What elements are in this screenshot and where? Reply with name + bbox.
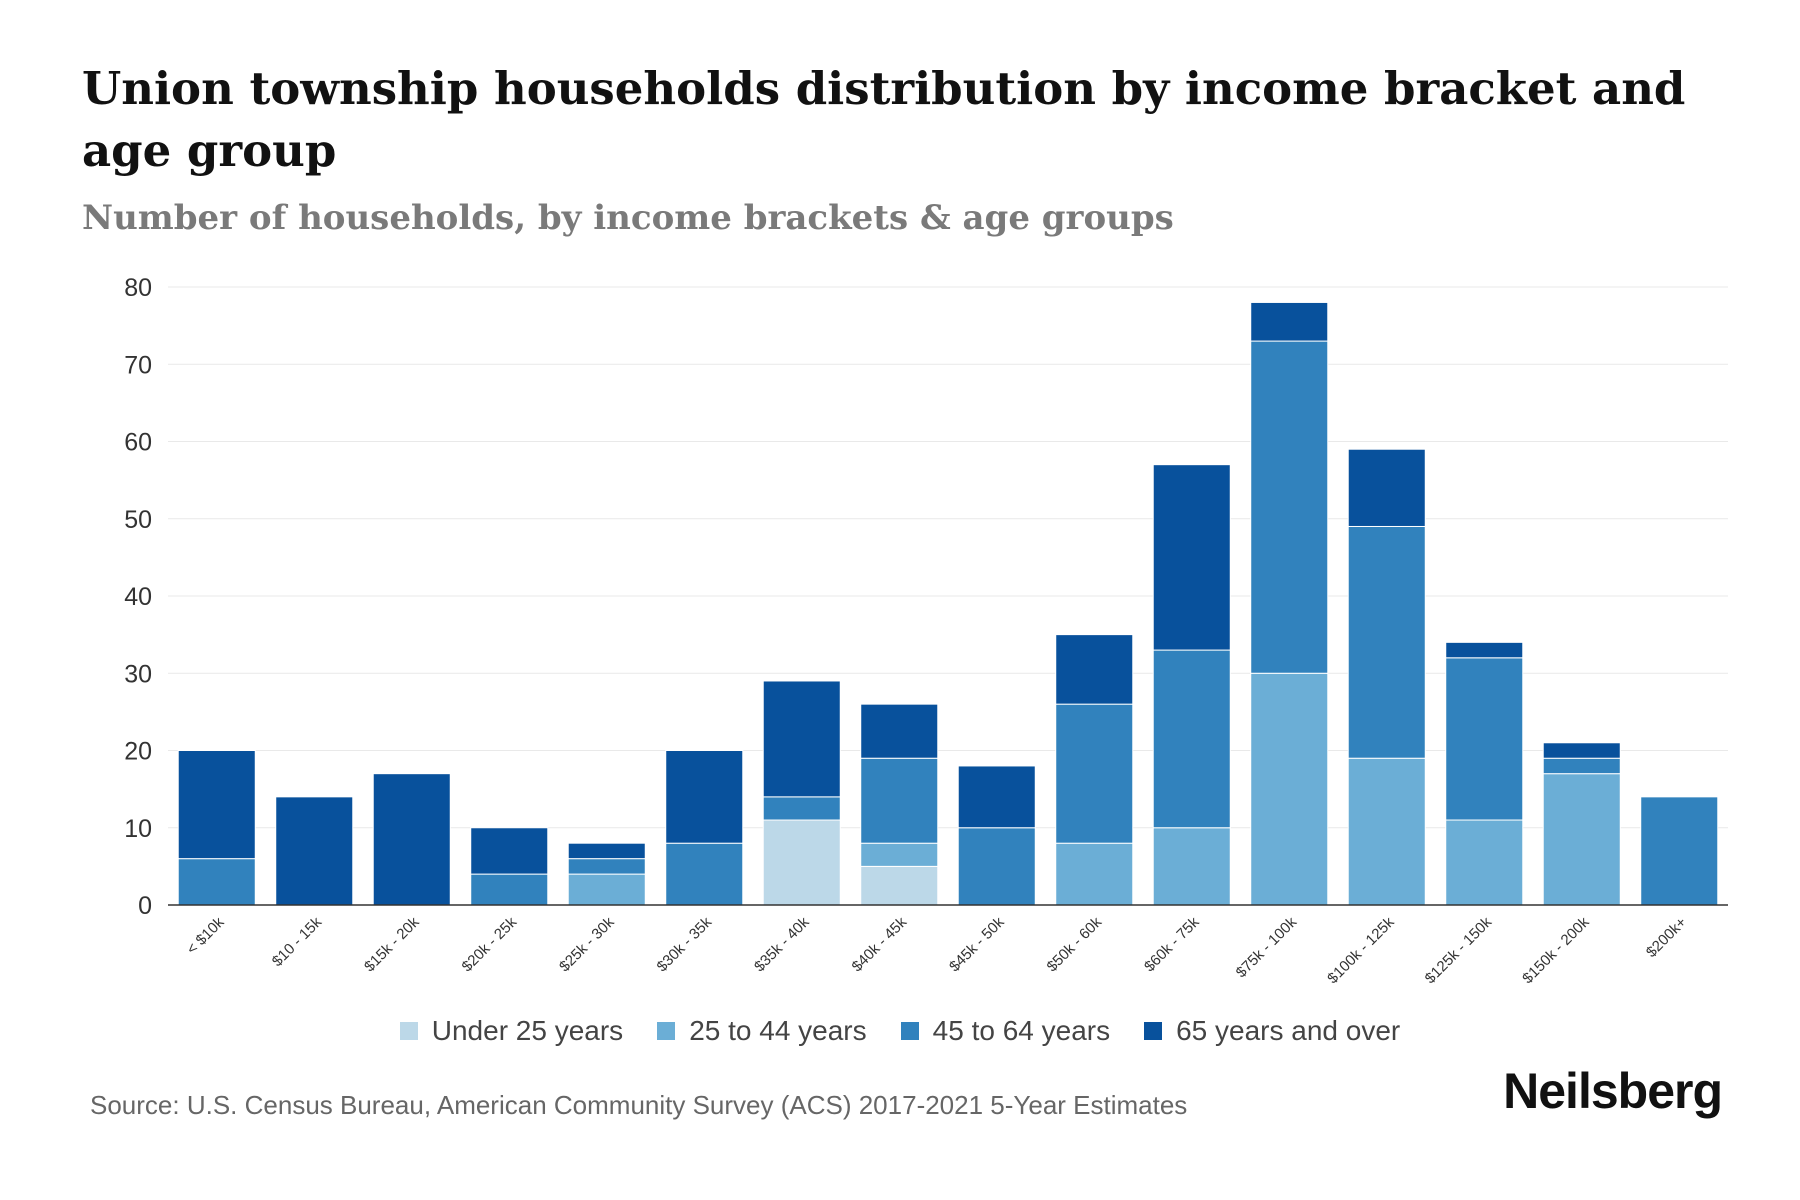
legend-label: 25 to 44 years [689, 1015, 867, 1046]
y-tick-label: 0 [138, 892, 152, 920]
bar-segment [1055, 634, 1134, 705]
bar-segment [1152, 827, 1231, 906]
bar-segment [1055, 842, 1134, 906]
legend-label: 65 years and over [1176, 1015, 1401, 1046]
bar-segment [860, 842, 939, 867]
x-category-label: $15k - 20k [361, 913, 423, 975]
bar-segment [177, 858, 256, 906]
bar-segment [665, 842, 744, 906]
bar-segment [1542, 757, 1621, 775]
chart-title: Union township households distribution b… [82, 62, 1686, 177]
x-category-label: $50k - 60k [1044, 913, 1106, 975]
bar-segment [1152, 649, 1231, 829]
bar-segment [1347, 448, 1426, 527]
y-tick-label: 80 [124, 274, 152, 302]
legend-swatch [900, 1022, 919, 1040]
legend-swatch [657, 1022, 676, 1040]
bar-segment [957, 827, 1036, 906]
bar-segment [860, 703, 939, 759]
stacked-bar-chart: 0 10 20 30 40 50 60 70 80 < $10k $10 - 15k $15k - 2… [124, 274, 1728, 987]
x-category-label: $45k - 50k [946, 913, 1008, 975]
x-category-label: $150k - 200k [1519, 913, 1593, 987]
bar-segment [372, 773, 451, 906]
y-tick-label: 40 [124, 583, 152, 611]
bar-segment [1445, 657, 1524, 821]
legend-label: 45 to 64 years [932, 1015, 1111, 1046]
x-category-label: $25k - 30k [556, 913, 618, 975]
bar-segment [1542, 742, 1621, 759]
bar-segment [567, 858, 646, 875]
x-category-label: $75k - 100k [1233, 913, 1301, 981]
legend-swatch [399, 1022, 418, 1040]
bar-segment [762, 819, 841, 906]
y-tick-label: 30 [124, 660, 152, 688]
y-tick-label: 50 [124, 506, 152, 534]
bar-segment [470, 827, 549, 875]
chart-legend: Under 25 years 25 to 44 years 45 to 64 yea… [0, 1015, 1800, 1047]
legend-item: Under 25 years [399, 1015, 624, 1047]
legend-item: 65 years and over [1144, 1015, 1400, 1047]
x-category-label: $30k - 35k [654, 913, 716, 975]
x-category-label: $20k - 25k [459, 913, 521, 975]
legend-item: 45 to 64 years [900, 1015, 1111, 1047]
legend-swatch [1144, 1022, 1163, 1040]
bar-segment [1250, 301, 1329, 342]
brand-logo: Neilsberg [1503, 1063, 1723, 1119]
chart-subtitle: Number of households, by income brackets… [82, 198, 1174, 238]
bar-segment [1542, 773, 1621, 906]
legend-label: Under 25 years [431, 1015, 624, 1046]
x-category-label: < $10k [183, 913, 228, 958]
bar-segment [567, 842, 646, 860]
x-category-label: $35k - 40k [751, 913, 813, 975]
x-category-label: $125k - 150k [1422, 913, 1496, 987]
bar-segment [860, 757, 939, 844]
y-tick-label: 10 [124, 815, 152, 843]
bar-segment [567, 873, 646, 906]
bar-segment [762, 796, 841, 821]
bar-segment [1250, 672, 1329, 906]
bar-segment [1640, 796, 1719, 906]
bar-segment [665, 750, 744, 844]
bar-segment [957, 765, 1036, 829]
bar-segment [762, 680, 841, 798]
bar-segment [860, 865, 939, 906]
bar-segment [1055, 703, 1134, 844]
bar-segment [1347, 525, 1426, 759]
x-category-label: $60k - 75k [1141, 913, 1203, 975]
legend-item: 25 to 44 years [657, 1015, 867, 1047]
bar-segment [1250, 340, 1329, 674]
y-tick-label: 70 [124, 351, 152, 379]
bar-segment [1152, 464, 1231, 651]
x-category-label: $200k+ [1643, 914, 1690, 961]
x-category-label: $100k - 125k [1324, 913, 1398, 987]
bar-segment [177, 750, 256, 860]
bar-segment [1445, 641, 1524, 659]
bar-segment [1347, 757, 1426, 906]
source-note: Source: U.S. Census Bureau, American Com… [90, 1090, 1188, 1120]
y-tick-label: 60 [124, 429, 152, 457]
bar-segment [470, 873, 549, 906]
y-tick-label: 20 [124, 738, 152, 766]
bar-segment [275, 796, 354, 906]
x-category-label: $10 - 15k [269, 913, 326, 970]
x-category-label: $40k - 45k [849, 913, 911, 975]
bar-segment [1445, 819, 1524, 906]
